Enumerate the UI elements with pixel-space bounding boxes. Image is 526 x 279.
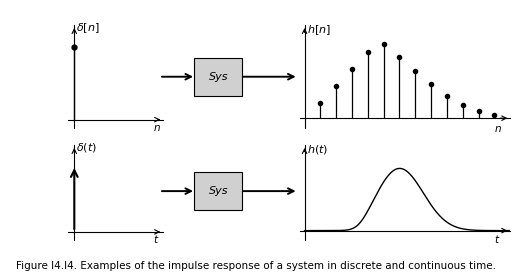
Text: $h(t)$: $h(t)$ (307, 143, 328, 156)
Text: Figure I4.I4. Examples of the impulse response of a system in discrete and conti: Figure I4.I4. Examples of the impulse re… (16, 261, 496, 271)
Text: $t$: $t$ (153, 233, 159, 245)
Text: Sys: Sys (208, 186, 228, 196)
Text: $h[n]$: $h[n]$ (307, 24, 331, 37)
Text: $\delta(t)$: $\delta(t)$ (76, 141, 97, 154)
Text: $\delta[n]$: $\delta[n]$ (76, 21, 99, 35)
Text: $n$: $n$ (494, 124, 502, 134)
Text: $n$: $n$ (153, 123, 161, 133)
Text: Sys: Sys (208, 72, 228, 82)
Text: $t$: $t$ (494, 233, 501, 245)
